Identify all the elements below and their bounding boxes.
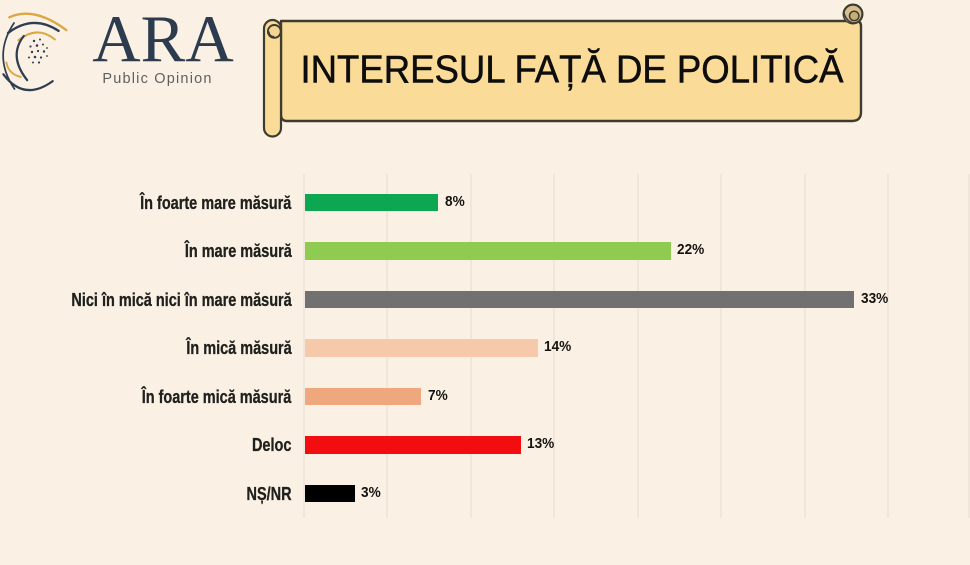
svg-text:INTERESUL FAȚĂ DE POLITICĂ: INTERESUL FAȚĂ DE POLITICĂ — [301, 48, 845, 91]
